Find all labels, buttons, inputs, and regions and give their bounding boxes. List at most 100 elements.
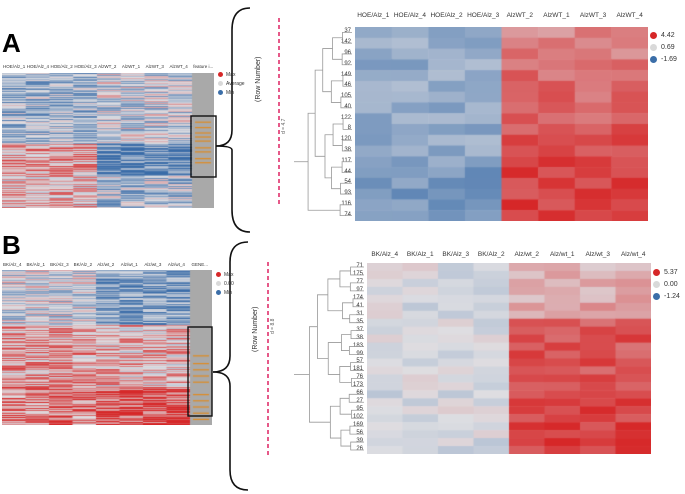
legend-swatch xyxy=(216,290,221,295)
column-label: HOE/Alz_2 xyxy=(430,12,463,19)
row-label: 44 xyxy=(344,168,351,175)
legend-swatch xyxy=(216,272,221,277)
panel-a-dendrogram-branch xyxy=(341,53,352,66)
row-label: 77 xyxy=(356,278,363,285)
legend-entry: Max xyxy=(218,70,245,79)
panel-a-dendrogram-branch xyxy=(341,139,352,152)
legend-label: 5.37 xyxy=(664,268,678,276)
legend-swatch xyxy=(218,81,223,86)
panel-b-letter: B xyxy=(2,230,21,260)
legend-swatch xyxy=(650,55,657,63)
panel-b-dendrogram-branch xyxy=(349,425,364,435)
legend-entry: Average xyxy=(218,79,245,88)
panel-b-dendrogram-branch xyxy=(339,397,352,415)
row-label: 57 xyxy=(356,358,363,365)
column-label: HOE/Alz_4 xyxy=(26,64,50,69)
column-label: HOE/Alz_1 xyxy=(357,12,390,19)
panel-a-dendrogram-branch xyxy=(341,161,352,173)
legend-entry: -1.69 xyxy=(650,53,677,65)
panel-b-dendrogram-branch xyxy=(351,409,364,419)
panel-b-dendrogram-branch xyxy=(349,282,364,292)
column-label: Alz/wt_3 xyxy=(585,251,611,258)
column-label: HOE/Alz_3 xyxy=(74,64,97,69)
panel-a-dendrogram-branch xyxy=(340,96,352,109)
row-label: 38 xyxy=(344,146,351,153)
column-label: Alz/wt_4 xyxy=(620,251,646,258)
row-label: 35 xyxy=(356,318,363,325)
column-label: BK/Alz_3 xyxy=(442,251,470,258)
column-label: Alz/wt_2 xyxy=(97,262,115,267)
legend-swatch xyxy=(650,43,657,51)
panel-a-overview-legend: Max Average Min xyxy=(218,70,245,97)
panel-b-dendrogram-branch xyxy=(339,366,352,383)
panel-b-dendrogram-branch xyxy=(339,270,351,288)
column-label: Alz/wt_3 xyxy=(144,262,162,267)
column-label: Alz/wt_2 xyxy=(514,251,540,258)
legend-entry: 0.00 xyxy=(216,279,234,288)
column-label: AlzWT_4 xyxy=(616,12,643,19)
legend-entry: -1.24 xyxy=(653,290,680,302)
column-label: BK/Alz_1 xyxy=(406,251,434,258)
legend-entry: Min xyxy=(218,88,245,97)
legend-entry: 5.37 xyxy=(653,266,680,278)
panel-a-dendrogram-branch xyxy=(342,118,352,130)
row-label: 76 xyxy=(356,374,363,381)
panel-b-zoom-legend: 5.37 0.00 -1.24 xyxy=(653,266,680,302)
panel-a-dendrogram-branch xyxy=(340,182,352,195)
panel-b-bracket-point xyxy=(212,371,231,387)
row-label: 99 xyxy=(356,350,363,357)
column-label: BK/Alz_2 xyxy=(73,262,93,267)
row-label: 116 xyxy=(341,200,351,207)
panel-b-bracket xyxy=(212,241,249,491)
panel-b-dendrogram-branch xyxy=(317,294,329,359)
legend-label: 0.00 xyxy=(224,280,234,287)
panel-b-overview-heatmap xyxy=(2,270,212,425)
row-label: 95 xyxy=(356,406,363,413)
legend-label: -1.24 xyxy=(664,292,680,300)
column-label: Alz/wt_4 xyxy=(167,262,185,267)
row-label: 56 xyxy=(356,430,363,437)
legend-swatch xyxy=(653,292,660,300)
column-label: HOE/Alz_4 xyxy=(393,12,427,19)
row-label: 37 xyxy=(356,326,363,333)
row-label: 40 xyxy=(344,103,351,110)
panel-a-overview-heatmap xyxy=(2,73,214,208)
panel-b-overview-legend: Max 0.00 Min xyxy=(216,270,234,297)
row-label: 120 xyxy=(340,136,351,143)
column-label: Alz/wt_1 xyxy=(549,251,575,258)
row-label: 174 xyxy=(352,294,363,301)
row-label: 46 xyxy=(344,82,351,89)
panel-b-dendrogram-branch xyxy=(348,346,364,355)
row-label: 105 xyxy=(340,93,351,100)
legend-entry: 4.42 xyxy=(650,29,677,41)
legend-label: 0.00 xyxy=(664,280,678,288)
row-label: 71 xyxy=(356,262,363,269)
row-label: 37 xyxy=(344,28,351,35)
column-label: BK/Alz_2 xyxy=(477,251,505,258)
legend-label: Min xyxy=(224,289,233,296)
column-label: feature i... xyxy=(193,64,214,69)
column-label: GENE... xyxy=(191,262,208,267)
panel-a-selection-frame xyxy=(190,115,217,178)
panel-b-dendrogram-branch xyxy=(350,266,364,276)
legend-swatch xyxy=(218,90,223,95)
row-label: 31 xyxy=(356,310,363,317)
legend-entry: 0.69 xyxy=(650,41,677,53)
panel-b-dendrogram-branch xyxy=(350,441,364,451)
legend-swatch xyxy=(650,31,657,39)
panel-b-zoom-heatmap xyxy=(367,263,651,454)
panel-a-dendrogram-branch xyxy=(307,112,341,211)
panel-a-dendrogram-branch xyxy=(332,123,344,146)
row-label: 122 xyxy=(340,114,351,121)
legend-label: Average xyxy=(226,80,245,87)
legend-swatch xyxy=(218,72,223,77)
panel-b-dendrogram-branch xyxy=(352,298,364,308)
panel-a-dendrogram-branch xyxy=(342,31,352,44)
panel-a-dendrogram-branch xyxy=(339,204,352,217)
row-label: 74 xyxy=(344,211,351,218)
panel-b-dendrogram-branch xyxy=(309,326,331,423)
row-label: 175 xyxy=(352,270,363,277)
column-label: AlzWT_2 xyxy=(506,12,533,19)
column-label: BK/Alz_1 xyxy=(26,262,46,267)
column-label: AlzWT_3 xyxy=(145,64,164,69)
